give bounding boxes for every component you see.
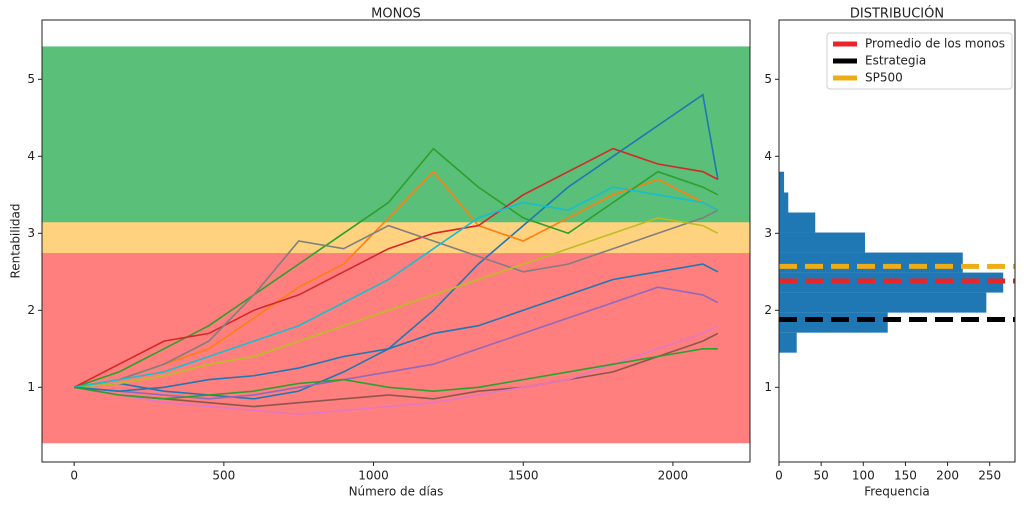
- y-tick-label: 5: [764, 72, 772, 86]
- y-tick-label: 2: [27, 303, 35, 317]
- band: [41, 252, 751, 444]
- x-axis-label: Frequencia: [864, 485, 930, 499]
- histogram-bar: [779, 252, 963, 273]
- y-tick-label: 4: [764, 149, 772, 163]
- series-line: [74, 217, 719, 389]
- series-line: [74, 209, 719, 389]
- histogram-bar: [779, 292, 987, 313]
- y-tick-label: 5: [27, 72, 35, 86]
- histogram-bar: [779, 171, 785, 193]
- y-tick-label: 1: [764, 380, 772, 394]
- chart-title: DISTRIBUCIÓN: [850, 6, 944, 22]
- x-tick-label: 2000: [658, 469, 689, 483]
- series-line: [74, 93, 719, 400]
- x-tick-label: 50: [814, 469, 829, 483]
- x-tick-label: 250: [978, 469, 1001, 483]
- y-tick-label: 3: [764, 226, 772, 240]
- series-line: [73, 147, 719, 389]
- y-axis-label: Rentabilidad: [9, 203, 23, 278]
- legend-label: Promedio de los monos: [865, 37, 1005, 51]
- histogram-bar: [779, 332, 797, 353]
- x-tick-label: 0: [70, 469, 78, 483]
- legend-label: Estrategia: [865, 54, 926, 68]
- x-tick-label: 1500: [508, 469, 539, 483]
- chart-title: MONOS: [371, 7, 421, 22]
- histogram-bar: [779, 312, 888, 333]
- x-tick-label: 0: [775, 469, 783, 483]
- series-line: [74, 348, 718, 400]
- plot-frame: [778, 19, 1016, 463]
- y-tick-label: 4: [27, 149, 35, 163]
- series-line: [74, 263, 719, 392]
- x-tick-label: 500: [212, 469, 235, 483]
- histogram-bar: [779, 212, 816, 233]
- legend-label: SP500: [865, 71, 903, 85]
- x-tick-label: 200: [936, 469, 959, 483]
- x-tick-label: 100: [852, 469, 875, 483]
- histogram-bar: [779, 192, 789, 213]
- series-line: [74, 186, 719, 389]
- histogram-bar: [779, 232, 865, 253]
- legend-box: [826, 32, 1013, 90]
- plot-frame: [41, 19, 751, 463]
- y-tick-label: 1: [27, 380, 35, 394]
- y-tick-label: 3: [27, 226, 35, 240]
- band: [41, 221, 751, 254]
- series-line: [74, 332, 719, 408]
- x-axis-label: Número de días: [349, 485, 444, 499]
- x-tick-label: 150: [894, 469, 917, 483]
- y-tick-label: 2: [764, 303, 772, 317]
- x-tick-label: 1000: [358, 469, 389, 483]
- series-line: [74, 324, 719, 416]
